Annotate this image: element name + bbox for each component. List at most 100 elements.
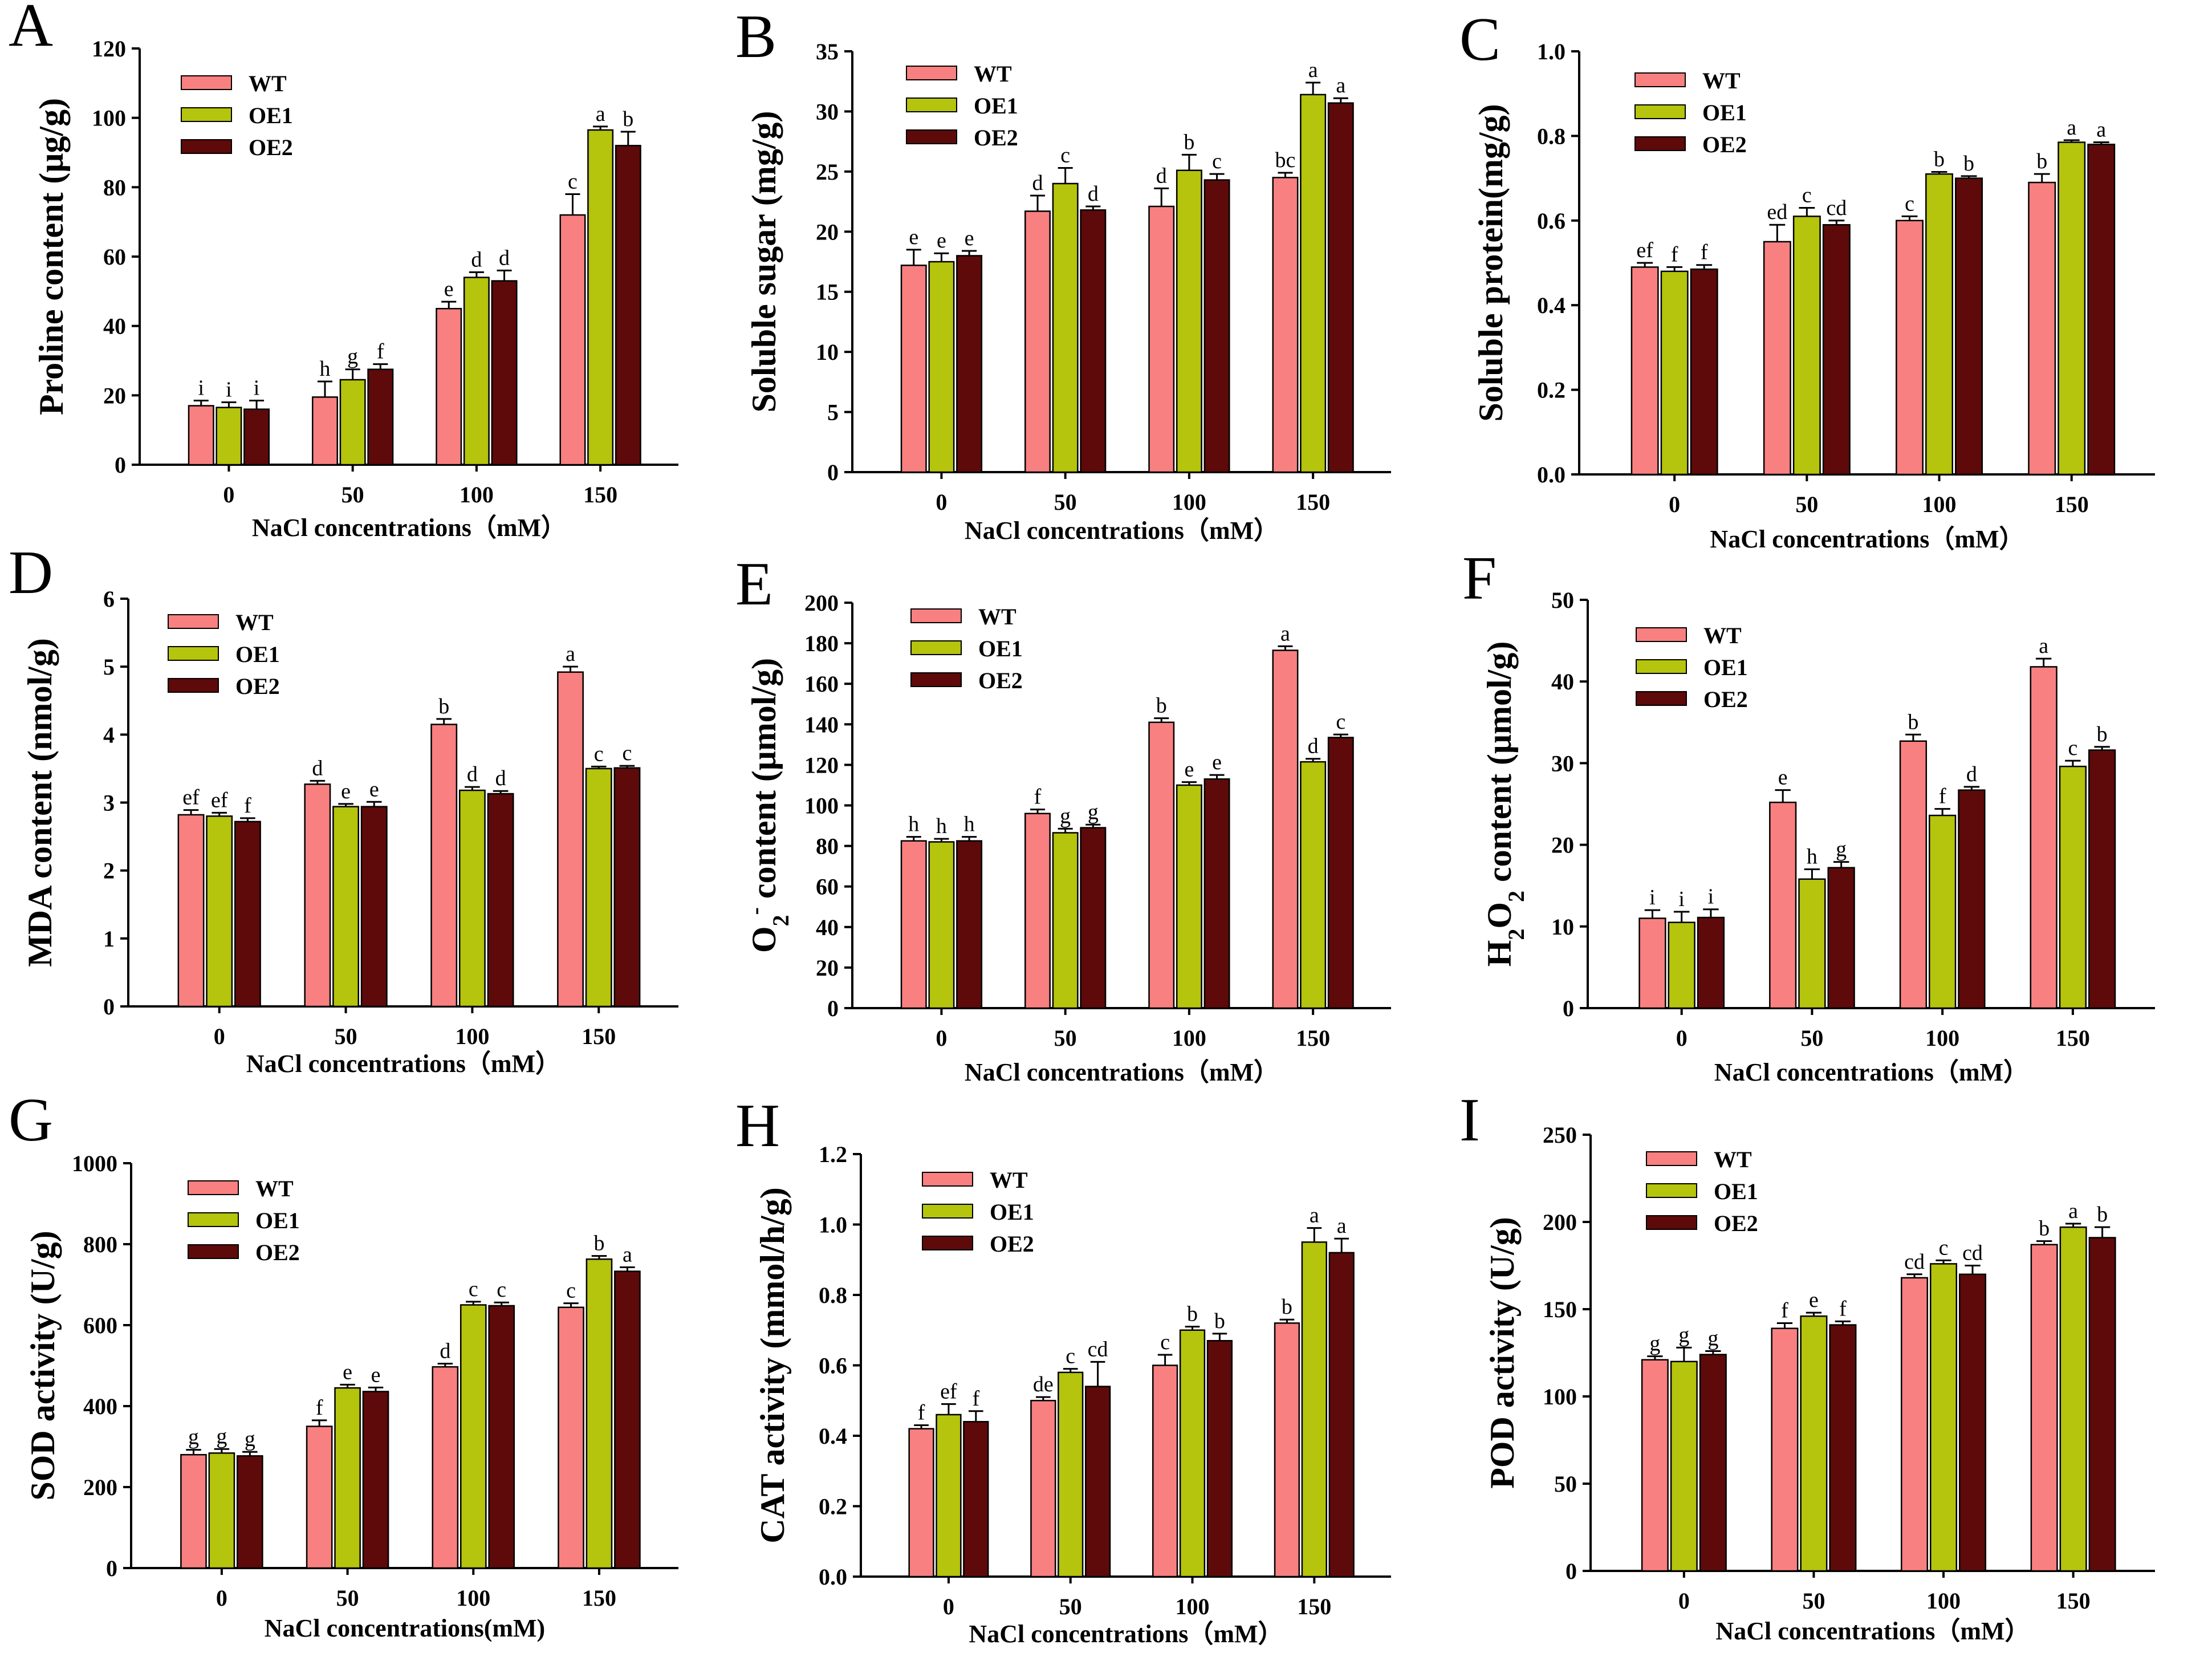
significance-label: c xyxy=(568,170,578,194)
bar xyxy=(559,214,586,466)
x-tick-label: 50 xyxy=(1800,1025,1823,1051)
bar xyxy=(306,1426,333,1569)
legend-swatch xyxy=(910,640,962,655)
y-axis-label: CAT activity (mmol/h/g) xyxy=(754,1187,791,1543)
y-tick-label: 0.4 xyxy=(1537,293,1566,318)
y-tick-label: 0.0 xyxy=(819,1564,847,1590)
y-tick-label: 80 xyxy=(103,174,126,200)
y-tick-label: 0.8 xyxy=(819,1282,847,1308)
legend-swatch xyxy=(188,1244,239,1259)
bar xyxy=(1827,867,1855,1009)
y-tick-label: 0.2 xyxy=(819,1494,847,1520)
bar xyxy=(1959,1273,1987,1572)
legend-swatch xyxy=(906,98,957,112)
bar xyxy=(1792,216,1821,476)
significance-label: a xyxy=(1308,58,1318,82)
y-axis-label: H2O2 content (μmol/g) xyxy=(1481,641,1529,967)
x-axis-label: NaCl concentrations（mM） xyxy=(252,514,566,542)
y-tick-label: 1 xyxy=(103,926,115,952)
bar xyxy=(177,814,205,1008)
bar xyxy=(430,724,458,1008)
bar xyxy=(1030,1400,1056,1578)
significance-label: b xyxy=(1963,152,1974,176)
bar xyxy=(1327,102,1354,473)
significance-label: e xyxy=(1184,758,1194,782)
x-tick-label: 150 xyxy=(2056,1025,2090,1051)
y-tick-label: 1.0 xyxy=(1537,39,1566,64)
y-tick-label: 140 xyxy=(804,712,839,737)
significance-label: e xyxy=(1212,750,1222,774)
significance-label: g xyxy=(1707,1326,1718,1350)
bar xyxy=(587,129,614,466)
significance-label: cd xyxy=(1904,1250,1925,1274)
legend-label: OE2 xyxy=(1714,1211,1758,1236)
x-tick-label: 0 xyxy=(1669,492,1680,517)
y-tick-label: 100 xyxy=(1543,1384,1577,1410)
legend-swatch xyxy=(910,608,962,623)
bar xyxy=(1925,173,1954,476)
significance-label: e xyxy=(965,226,974,250)
y-tick-label: 800 xyxy=(83,1232,117,1257)
significance-label: h xyxy=(964,813,975,836)
legend-label: OE2 xyxy=(974,125,1018,151)
significance-label: ed xyxy=(1767,200,1787,224)
bar xyxy=(1024,210,1051,473)
x-axis-label: NaCl concentrations（mM） xyxy=(1715,1617,2030,1645)
x-tick-label: 100 xyxy=(1172,489,1206,515)
y-tick-label: 0 xyxy=(106,1556,117,1581)
bar xyxy=(1274,1322,1300,1578)
y-axis-label: MDA content (nmol/g) xyxy=(21,638,59,967)
legend-swatch xyxy=(922,1236,973,1250)
significance-label: e xyxy=(341,779,351,803)
x-tick-label: 50 xyxy=(335,1024,357,1049)
y-tick-label: 0 xyxy=(1563,996,1574,1021)
bar xyxy=(1690,268,1718,476)
y-tick-label: 3 xyxy=(103,790,115,816)
significance-label: a xyxy=(1310,1204,1319,1228)
bar xyxy=(1660,270,1689,476)
significance-label: c xyxy=(1066,1345,1075,1368)
y-tick-label: 4 xyxy=(103,722,115,748)
bar xyxy=(908,1428,934,1578)
significance-label: h xyxy=(319,357,330,381)
x-axis-label: NaCl concentrations（mM） xyxy=(965,1058,1279,1086)
bar xyxy=(180,1453,207,1569)
legend-label: WT xyxy=(1714,1147,1752,1172)
bar xyxy=(1929,814,1957,1009)
bar xyxy=(1080,209,1107,473)
significance-label: a xyxy=(623,1242,632,1266)
bar xyxy=(1829,1324,1857,1572)
y-tick-label: 0 xyxy=(1566,1558,1577,1584)
bar xyxy=(1052,182,1079,473)
significance-label: c xyxy=(622,741,632,765)
y-tick-label: 25 xyxy=(816,159,839,185)
significance-label: i xyxy=(226,378,232,402)
y-tick-label: 200 xyxy=(1543,1209,1577,1235)
bar xyxy=(488,1305,515,1569)
legend-label: OE2 xyxy=(255,1240,300,1265)
bar xyxy=(1272,649,1299,1009)
x-axis-label: NaCl concentrations(mM) xyxy=(265,1614,545,1642)
x-tick-label: 50 xyxy=(1054,1025,1077,1051)
significance-label: f xyxy=(316,1396,323,1420)
bar xyxy=(1763,241,1791,476)
significance-label: a xyxy=(2067,116,2076,140)
bar xyxy=(1080,827,1107,1009)
y-axis-label: Proline content (μg/g) xyxy=(32,98,70,415)
legend-swatch xyxy=(1634,136,1686,151)
legend-swatch xyxy=(181,139,232,154)
significance-label: ef xyxy=(211,788,228,812)
legend-label: OE1 xyxy=(1714,1179,1758,1204)
x-tick-label: 50 xyxy=(1054,489,1077,515)
significance-label: ef xyxy=(182,786,200,810)
panel-letter: E xyxy=(735,550,773,618)
legend-swatch xyxy=(1636,691,1687,706)
legend-label: OE2 xyxy=(1702,132,1747,157)
significance-label: e xyxy=(1778,766,1788,790)
bar xyxy=(1771,1327,1799,1572)
significance-label: c xyxy=(566,1279,576,1303)
bar xyxy=(237,1455,263,1569)
significance-label: a xyxy=(2096,118,2106,142)
legend-swatch xyxy=(181,107,232,122)
